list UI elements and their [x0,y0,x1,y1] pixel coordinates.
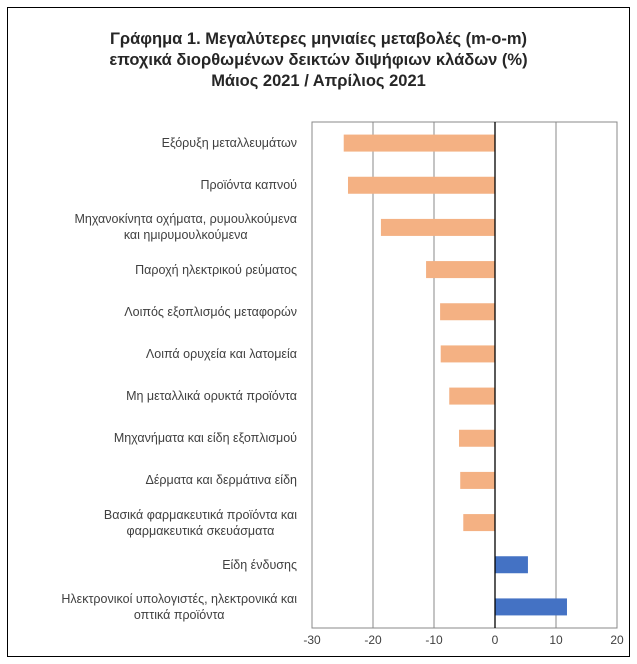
bar [463,514,495,532]
bar [495,598,567,616]
y-tick-label-text: Ηλεκτρονικοί υπολογιστές, ηλεκτρονικά κα… [61,591,297,622]
bar [380,218,495,236]
bar [440,345,495,363]
x-tick-label: 10 [549,633,563,647]
y-tick-label-text: Παροχή ηλεκτρικού ρεύματος [135,262,297,277]
x-tick-label: -30 [303,633,321,647]
chart-frame [7,7,630,657]
y-tick-label: Ηλεκτρονικοί υπολογιστές, ηλεκτρονικά κα… [0,591,297,623]
y-tick-label: Είδη ένδυσης [0,557,297,573]
y-tick-label-text: Λοιπά ορυχεία και λατομεία [145,346,297,361]
y-tick-label-text: Μηχανοκίνητα οχήματα, ρυμουλκούμενα και … [74,212,297,243]
bar [495,556,528,574]
bar [460,471,495,489]
y-tick-label: Μηχανοκίνητα οχήματα, ρυμουλκούμενα και … [0,211,297,243]
bar [343,134,495,152]
bar [426,261,495,279]
y-tick-label: Δέρματα και δερμάτινα είδη [0,472,298,488]
chart-title: Μάιος 2021 / Απρίλιος 2021 [211,72,426,90]
y-tick-label: Παροχή ηλεκτρικού ρεύματος [0,262,297,278]
bar [347,176,495,194]
y-tick-label: Μη μεταλλικά ορυκτά προϊόντα [0,388,297,404]
bar [459,429,495,447]
y-tick-label-text: Εξόρυξη μεταλλευμάτων [161,136,297,151]
y-tick-label: Προϊόντα καπνού [0,177,297,193]
y-tick-label: Λοιπά ορυχεία και λατομεία [0,346,297,362]
y-tick-label-text: Βασικά φαρμακευτικά προϊόντα και φαρμακε… [103,507,297,538]
y-tick-label-text: Μηχανήματα και είδη εξοπλισμού [113,431,297,446]
x-tick-label: 0 [492,633,499,647]
chart-title: Γράφημα 1. Μεγαλύτερες μηνιαίες μεταβολέ… [109,30,528,48]
y-tick-label: Λοιπός εξοπλισμός μεταφορών [0,304,297,320]
x-tick-label: -20 [364,633,382,647]
y-tick-label-text: Δέρματα και δερμάτινα είδη [145,473,298,488]
chart-title: εποχικά διορθωμένων δεικτών διψήφιων κλά… [109,51,528,69]
y-tick-label: Βασικά φαρμακευτικά προϊόντα και φαρμακε… [0,507,297,539]
x-tick-label: 20 [610,633,624,647]
bar [449,387,495,405]
x-tick-label: -10 [425,633,443,647]
y-tick-label: Εξόρυξη μεταλλευμάτων [0,135,297,151]
y-tick-label-text: Προϊόντα καπνού [200,178,297,193]
bar [440,303,495,321]
y-tick-label-text: Λοιπός εξοπλισμός μεταφορών [124,304,297,319]
plot-frame [311,121,618,629]
y-tick-label-text: Μη μεταλλικά ορυκτά προϊόντα [126,389,297,404]
y-tick-label: Μηχανήματα και είδη εξοπλισμού [0,430,297,446]
y-tick-label-text: Είδη ένδυσης [222,557,297,572]
